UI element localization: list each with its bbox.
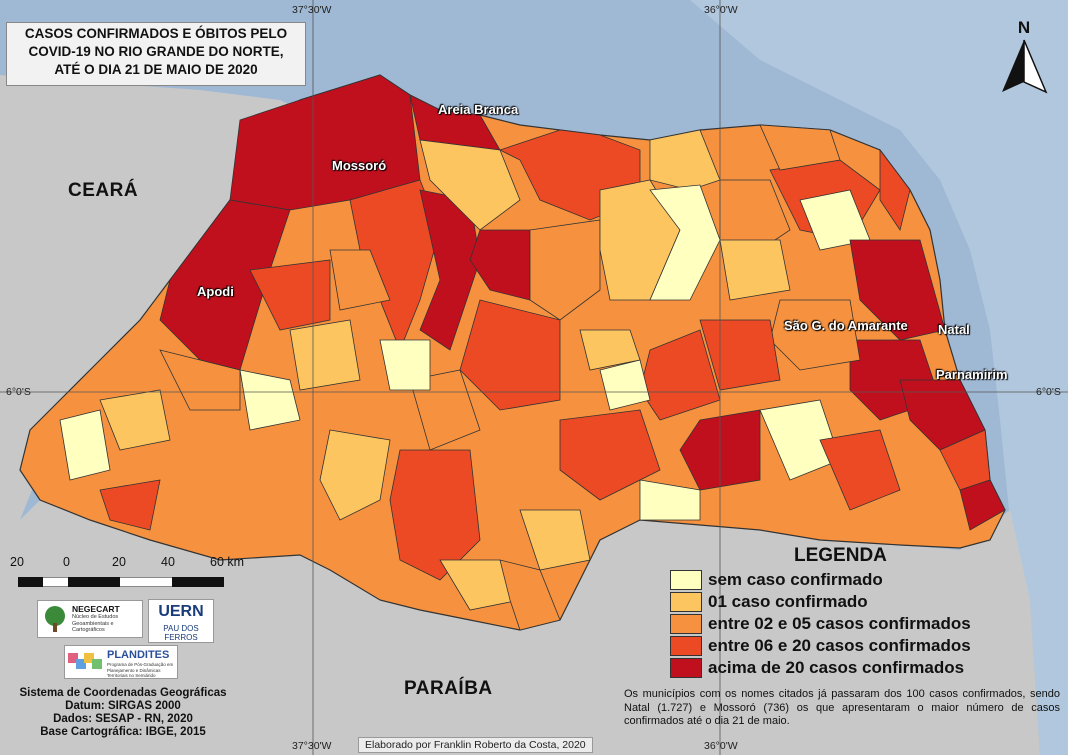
title-line-1: CASOS CONFIRMADOS E ÓBITOS PELO [24,26,288,41]
legend-item-none: sem caso confirmado [670,569,1040,591]
tree-icon [45,606,65,632]
legend-title: LEGENDA [794,545,887,566]
city-label-mossoro: Mossoró [332,158,387,173]
scale-bar: 20 0 20 40 60 km [10,555,260,595]
uern-name: UERN [158,603,204,620]
paraiba-land [0,500,1040,755]
negecart-subtitle: Núcleo de Estudos Geoambientais e Cartog… [72,614,119,633]
scale-bar-graphic [18,577,224,587]
uern-subtitle: PAU DOS FERROS [163,624,199,642]
info-line-3: Dados: SESAP - RN, 2020 [53,713,193,725]
legend-swatch-over-20 [670,658,702,678]
legend-swatch-none [670,570,702,590]
negecart-name: NEGECART [72,604,120,614]
north-arrow-icon [1002,39,1048,94]
map-note: Os municípios com os nomes citados já pa… [624,688,1060,727]
map-title: CASOS CONFIRMADOS E ÓBITOS PELO COVID-19… [6,22,306,86]
municipalities [59,74,1006,631]
city-label-apodi: Apodi [197,284,234,299]
legend-item-over-20: acima de 20 casos confirmados [670,657,1040,679]
legend-swatch-6-20 [670,636,702,656]
info-line-1: Sistema de Coordenadas Geográficas [19,687,227,699]
scale-label-2: 0 [63,555,70,569]
legend-label-over-20: acima de 20 casos confirmados [708,658,965,677]
north-arrow: N [998,18,1050,98]
legend-item-one: 01 caso confirmado [670,591,1040,613]
coord-top-right: 36°0'W [704,4,738,16]
cartographic-info: Sistema de Coordenadas Geográficas Datum… [6,687,240,739]
coord-bottom-right: 36°0'W [704,740,738,752]
info-line-2: Datum: SIRGAS 2000 [65,700,181,712]
title-line-2: COVID-19 NO RIO GRANDE DO NORTE, [28,44,284,59]
info-line-4: Base Cartográfica: IBGE, 2015 [40,726,206,738]
city-label-sao-goncalo: São G. do Amarante [784,318,908,333]
legend-label-none: sem caso confirmado [708,570,883,589]
map-credit: Elaborado por Franklin Roberto da Costa,… [358,737,593,753]
legend: LEGENDA sem caso confirmado 01 caso conf… [670,545,1040,679]
plandites-shapes-icon [68,653,102,669]
plandites-subtitle: Programa de Pós-Graduação em Planejament… [107,662,174,678]
region-label-paraiba: PARAÍBA [404,678,493,699]
legend-label-2-5: entre 02 e 05 casos confirmados [708,614,971,633]
legend-label-one: 01 caso confirmado [708,592,868,611]
plandites-name: PLANDITES [107,649,170,661]
scale-label-5: 60 km [210,555,245,569]
legend-swatch-2-5 [670,614,702,634]
legend-item-2-5: entre 02 e 05 casos confirmados [670,613,1040,635]
coord-right: 6°0'S [1036,386,1061,398]
region-label-ceara: CEARÁ [68,180,139,201]
coord-top-left: 37°30'W [292,4,332,16]
title-line-3: ATÉ O DIA 21 DE MAIO DE 2020 [54,62,258,77]
city-label-areia-branca: Areia Branca [438,102,519,117]
legend-label-6-20: entre 06 e 20 casos confirmados [708,636,971,655]
legend-item-6-20: entre 06 e 20 casos confirmados [670,635,1040,657]
scale-label-4: 40 [161,555,175,569]
uern-logo: UERN PAU DOS FERROS [148,599,214,643]
city-label-parnamirim: Parnamirim [936,367,1008,382]
scale-label-3: 20 [112,555,126,569]
coord-bottom-left: 37°30'W [292,740,332,752]
city-label-natal: Natal [938,322,970,337]
coord-left: 6°0'S [6,386,31,398]
north-label: N [1017,18,1031,37]
negecart-logo: NEGECART Núcleo de Estudos Geoambientais… [37,600,143,638]
shelf-area [690,0,1068,755]
legend-swatch-one [670,592,702,612]
scale-label-1: 20 [10,555,24,569]
plandites-logo: PLANDITES Programa de Pós-Graduação em P… [64,645,178,679]
